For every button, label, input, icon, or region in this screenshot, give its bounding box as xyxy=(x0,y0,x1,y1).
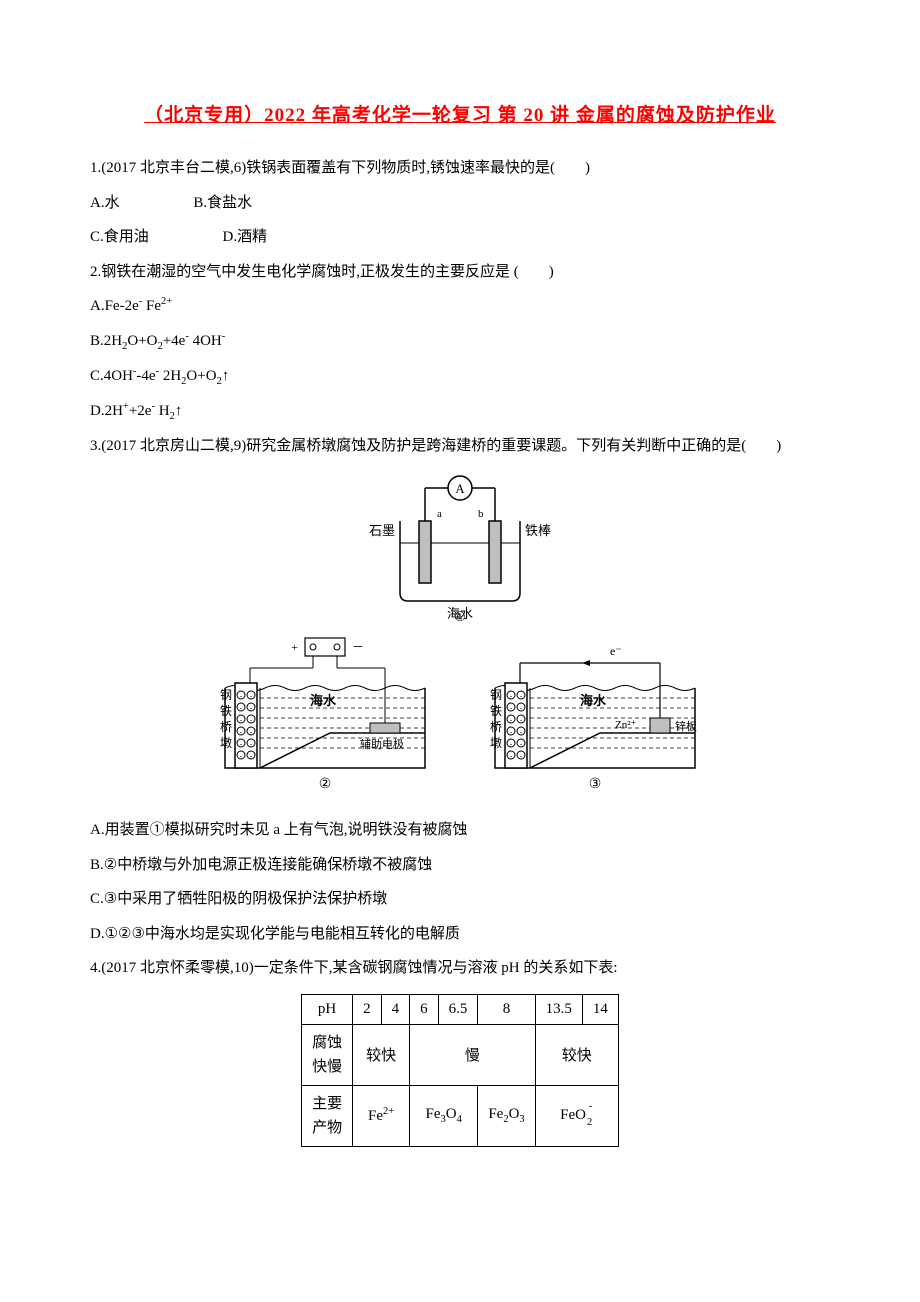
q3-stem: 3.(2017 北京房山二模,9)研究金属桥墩腐蚀及防护是跨海建桥的重要课题。下… xyxy=(90,429,830,464)
page-title: （北京专用）2022 年高考化学一轮复习 第 20 讲 金属的腐蚀及防护作业 xyxy=(90,100,830,127)
electron-label: e⁻ xyxy=(610,644,622,658)
seawater-label-2: 海水 xyxy=(310,693,337,708)
th-ph: pH xyxy=(302,994,353,1024)
q4-stem: 4.(2017 北京怀柔零模,10)一定条件下,某含碳钢腐蚀情况与溶液 pH 的… xyxy=(90,951,830,986)
terminal-b-label: b xyxy=(478,508,484,520)
cell-speed-1: 较快 xyxy=(353,1024,410,1085)
q2-stem: 2.钢铁在潮湿的空气中发生电化学腐蚀时,正极发生的主要反应是 ( ) xyxy=(90,255,830,290)
cell-product-3: Fe2O3 xyxy=(478,1085,535,1146)
q3-option-a: A.用装置①模拟研究时未见 a 上有气泡,说明铁没有被腐蚀 xyxy=(90,813,830,848)
q2-option-c: C.4OH--4e- 2H2O+O2↑ xyxy=(90,359,830,394)
plus-label: + xyxy=(291,640,298,654)
table-header-row: pH 2 4 6 6.5 8 13.5 14 xyxy=(302,994,619,1024)
th-6: 6 xyxy=(410,994,439,1024)
minus-label: － xyxy=(352,640,364,654)
q1-option-c: C.食用油 xyxy=(90,220,149,255)
zinc-plate-label: 锌板 xyxy=(675,719,697,733)
q4-table: pH 2 4 6 6.5 8 13.5 14 腐蚀快慢 较快 慢 较快 主要产物… xyxy=(301,994,619,1147)
pier-label-3: 桥 xyxy=(220,720,232,734)
fig2-number: ② xyxy=(319,777,332,792)
ammeter-label: A xyxy=(455,481,465,496)
row-speed-label: 腐蚀快慢 xyxy=(302,1024,353,1085)
th-2: 2 xyxy=(353,994,382,1024)
q2-option-b: B.2H2O+O2+4e- 4OH- xyxy=(90,324,830,359)
cell-speed-2: 慢 xyxy=(410,1024,536,1085)
th-8: 8 xyxy=(478,994,535,1024)
q3-figure-2-3: + － xyxy=(90,633,830,803)
seawater-label-3: 海水 xyxy=(580,693,607,708)
aux-electrode-label: 辅助电极 xyxy=(360,737,404,751)
cell-product-4: FeO-2 xyxy=(535,1085,618,1146)
pier3-label-1: 钢 xyxy=(490,688,502,702)
q2-option-a: A.Fe-2e- Fe2+ xyxy=(90,289,830,324)
cell-product-1: Fe2+ xyxy=(353,1085,410,1146)
q3-figure-1: A a b 石墨 铁棒 海水 ① xyxy=(90,473,830,623)
pier-label-2: 铁 xyxy=(220,704,232,718)
cell-speed-3: 较快 xyxy=(535,1024,618,1085)
terminal-a-label: a xyxy=(437,508,442,520)
q1-option-d: D.酒精 xyxy=(223,220,268,255)
fig3-number: ③ xyxy=(589,777,602,792)
q2-option-d: D.2H++2e- H2↑ xyxy=(90,394,830,429)
cell-product-2: Fe3O4 xyxy=(410,1085,478,1146)
row-product-label: 主要产物 xyxy=(302,1085,353,1146)
q1-stem: 1.(2017 北京丰台二模,6)铁锅表面覆盖有下列物质时,锈蚀速率最快的是( … xyxy=(90,151,830,186)
pier-label-1: 钢 xyxy=(220,688,232,702)
th-4: 4 xyxy=(381,994,410,1024)
q1-option-a: A.水 xyxy=(90,186,120,221)
iron-rod-label: 铁棒 xyxy=(525,523,551,538)
fig1-number: ① xyxy=(454,609,466,623)
table-row-product: 主要产物 Fe2+ Fe3O4 Fe2O3 FeO-2 xyxy=(302,1085,619,1146)
th-135: 13.5 xyxy=(535,994,582,1024)
q3-option-b: B.②中桥墩与外加电源正极连接能确保桥墩不被腐蚀 xyxy=(90,848,830,883)
th-14: 14 xyxy=(582,994,618,1024)
pier3-label-3: 桥 xyxy=(490,720,502,734)
q3-option-c: C.③中采用了牺牲阳极的阴极保护法保护桥墩 xyxy=(90,882,830,917)
pier-label-4: 墩 xyxy=(220,736,232,750)
graphite-label: 石墨 xyxy=(369,523,395,538)
pier3-label-2: 铁 xyxy=(490,704,502,718)
q3-option-d: D.①②③中海水均是实现化学能与电能相互转化的电解质 xyxy=(90,917,830,952)
pier3-label-4: 墩 xyxy=(490,736,502,750)
table-row-speed: 腐蚀快慢 较快 慢 较快 xyxy=(302,1024,619,1085)
zn-ion-label: Zn²⁺ xyxy=(615,719,637,731)
q1-option-b: B.食盐水 xyxy=(193,186,252,221)
th-65: 6.5 xyxy=(438,994,478,1024)
